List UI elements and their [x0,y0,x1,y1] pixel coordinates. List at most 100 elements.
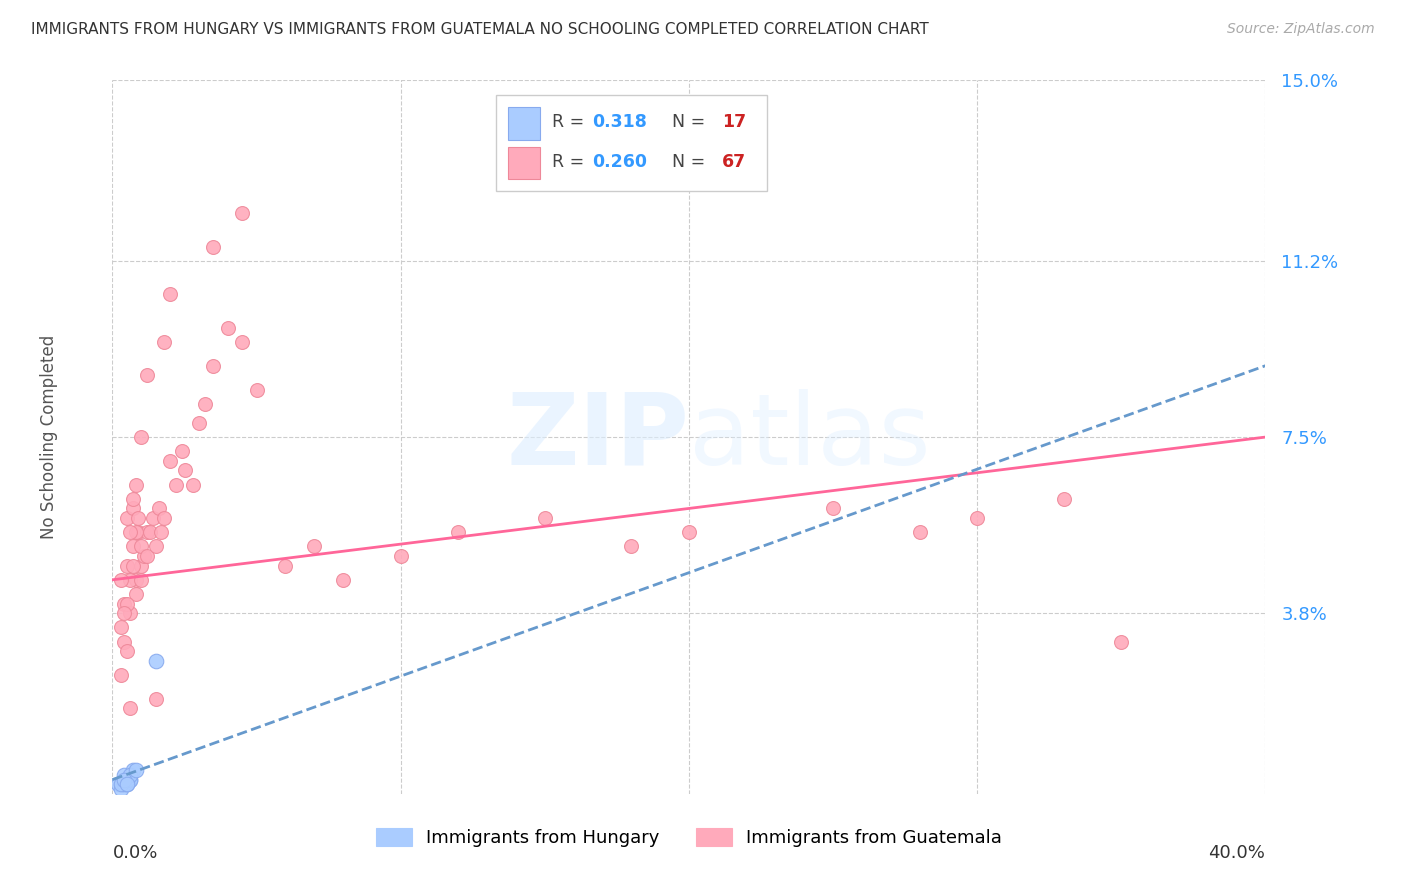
Point [136,368,159,383]
Point [118,701,141,715]
Point [139,525,162,540]
Point [115,597,138,611]
Point [124,573,146,587]
Point [150,525,173,540]
Point [129,573,153,587]
Point [129,430,153,444]
Point [389,549,412,563]
Point [170,444,193,458]
Point [231,334,253,349]
Point [966,511,988,525]
Point [115,644,138,658]
Text: 67: 67 [723,153,747,171]
Point [127,525,149,540]
Point [115,558,138,573]
Text: R =: R = [551,153,589,171]
Point [165,477,187,491]
Text: 0.260: 0.260 [592,153,647,171]
Point [534,511,557,525]
Point [181,477,204,491]
Text: atlas: atlas [689,389,931,485]
Point [118,606,141,620]
Point [246,383,269,397]
Point [124,477,146,491]
Point [118,768,141,782]
Text: 0.318: 0.318 [592,112,647,130]
Point [127,511,149,525]
Point [153,511,176,525]
Point [112,606,135,620]
FancyBboxPatch shape [508,107,540,139]
Point [118,772,141,787]
Point [121,763,143,777]
Point [118,573,141,587]
Text: 40.0%: 40.0% [1209,844,1265,862]
Point [115,772,138,787]
Point [112,634,135,648]
Text: IMMIGRANTS FROM HUNGARY VS IMMIGRANTS FROM GUATEMALA NO SCHOOLING COMPLETED CORR: IMMIGRANTS FROM HUNGARY VS IMMIGRANTS FR… [31,22,929,37]
Point [110,668,132,682]
Point [112,768,135,782]
Point [447,525,470,540]
Point [129,540,153,554]
Point [112,597,135,611]
Point [620,540,643,554]
Point [1111,634,1133,648]
Point [1053,491,1076,506]
Point [908,525,931,540]
Point [202,240,225,254]
Point [142,511,165,525]
Text: R =: R = [551,112,589,130]
Point [115,777,138,791]
Point [107,777,129,791]
Point [136,525,159,540]
Point [202,359,225,373]
Point [124,525,146,540]
Text: No Schooling Completed: No Schooling Completed [39,335,58,539]
Point [304,540,326,554]
Point [121,491,143,506]
Point [112,772,135,787]
Point [153,334,176,349]
Point [129,558,153,573]
Point [110,620,132,634]
Point [274,558,297,573]
Point [110,777,132,791]
Point [121,501,143,516]
Text: Source: ZipAtlas.com: Source: ZipAtlas.com [1227,22,1375,37]
Point [115,511,138,525]
Point [115,777,138,791]
Point [217,320,239,334]
Point [121,540,143,554]
Text: ZIP: ZIP [506,389,689,485]
Text: 17: 17 [723,112,747,130]
Point [159,454,181,468]
Point [118,525,141,540]
Point [110,782,132,797]
Point [145,691,167,706]
FancyBboxPatch shape [496,95,768,191]
Point [134,549,156,563]
Point [194,397,217,411]
Point [121,558,143,573]
Point [124,763,146,777]
Point [821,501,844,516]
Text: N =: N = [661,153,711,171]
Point [124,587,146,601]
Point [110,777,132,791]
Point [118,772,141,787]
Point [110,573,132,587]
Text: 0.0%: 0.0% [112,844,157,862]
Point [148,501,170,516]
Point [112,777,135,791]
Legend: Immigrants from Hungary, Immigrants from Guatemala: Immigrants from Hungary, Immigrants from… [367,819,1011,856]
Point [188,416,211,430]
Point [145,654,167,668]
Point [145,540,167,554]
FancyBboxPatch shape [508,146,540,179]
Point [115,772,138,787]
Point [136,549,159,563]
Point [678,525,700,540]
Point [231,206,253,220]
Point [173,463,195,477]
